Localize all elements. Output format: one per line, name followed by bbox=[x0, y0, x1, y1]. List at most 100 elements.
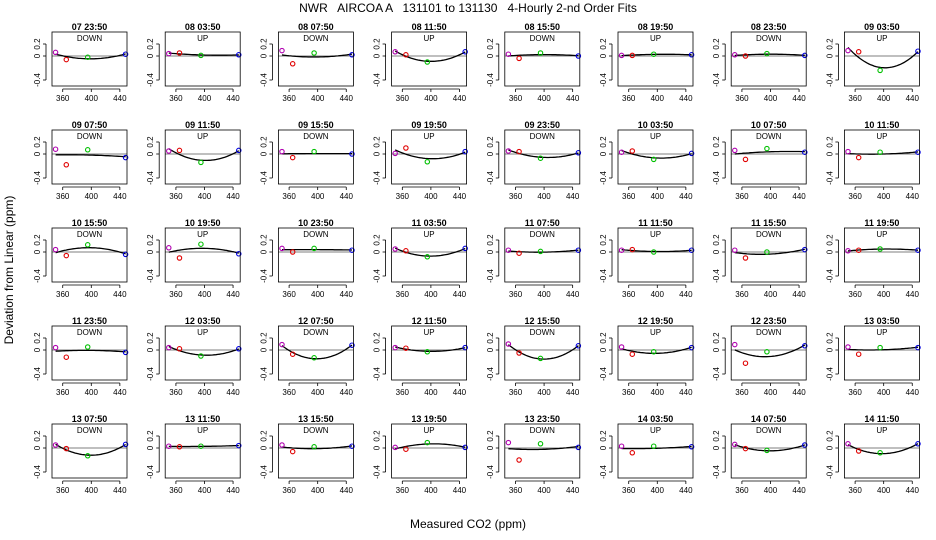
data-point bbox=[845, 148, 851, 155]
fit-curve bbox=[55, 247, 126, 255]
y-tick-label: 0.2 bbox=[259, 332, 268, 344]
panel-3: 08 11:50 UP -0.4 0 0.2 360 400 440 bbox=[373, 22, 468, 103]
x-tick-label: 440 bbox=[906, 388, 920, 397]
y-tick-label: -0.4 bbox=[486, 269, 495, 283]
panel-time-label: 09 07:50 bbox=[72, 120, 108, 130]
x-tick-label: 440 bbox=[453, 94, 467, 103]
y-tick-label: -0.4 bbox=[259, 465, 268, 479]
panel-direction-label: UP bbox=[424, 328, 435, 337]
x-tick-label: 440 bbox=[226, 94, 240, 103]
x-tick-label: 440 bbox=[906, 192, 920, 201]
data-point bbox=[392, 150, 398, 157]
y-tick-label: 0 bbox=[486, 53, 495, 58]
y-tick-label: 0.2 bbox=[146, 136, 155, 148]
data-point bbox=[176, 147, 183, 154]
data-point bbox=[84, 54, 91, 60]
data-point bbox=[732, 441, 738, 448]
data-point bbox=[84, 453, 91, 459]
data-point bbox=[618, 443, 625, 449]
data-point bbox=[311, 355, 317, 361]
data-point bbox=[403, 52, 409, 58]
x-tick-label: 400 bbox=[537, 388, 551, 397]
x-tick-label: 400 bbox=[424, 192, 438, 201]
panel-frame bbox=[617, 423, 694, 479]
y-tick-label: -0.4 bbox=[373, 171, 382, 185]
data-point bbox=[198, 241, 204, 247]
x-tick-label: 440 bbox=[453, 388, 467, 397]
y-tick-label: 0 bbox=[33, 249, 42, 254]
y-tick-label: 0 bbox=[33, 445, 42, 450]
x-tick-label: 400 bbox=[877, 192, 891, 201]
x-tick-label: 400 bbox=[311, 94, 325, 103]
data-point bbox=[855, 247, 862, 253]
y-tick-label: -0.4 bbox=[712, 465, 721, 479]
fit-curve bbox=[55, 53, 126, 60]
y-tick-label: 0 bbox=[486, 249, 495, 254]
x-tick-label: 400 bbox=[85, 388, 99, 397]
data-point bbox=[650, 349, 657, 355]
panel-time-label: 13 03:50 bbox=[864, 316, 900, 326]
panel-time-label: 13 23:50 bbox=[525, 414, 561, 424]
y-tick-label: 0.2 bbox=[825, 332, 834, 344]
y-tick-label: -0.4 bbox=[599, 465, 608, 479]
x-tick-label: 400 bbox=[311, 290, 325, 299]
x-tick-label: 440 bbox=[679, 388, 693, 397]
y-tick-label: 0 bbox=[33, 53, 42, 58]
data-point bbox=[742, 156, 749, 163]
data-point bbox=[845, 344, 851, 350]
panel-frame bbox=[844, 31, 920, 87]
panel-time-label: 08 19:50 bbox=[638, 22, 674, 32]
panel-time-label: 09 23:50 bbox=[525, 120, 561, 130]
x-tick-label: 440 bbox=[566, 486, 580, 495]
y-tick-label: 0 bbox=[33, 347, 42, 352]
y-tick-label: 0 bbox=[33, 151, 42, 156]
panel-38: 14 07:50 DOWN -0.4 0 0.2 360 400 440 bbox=[712, 414, 808, 495]
data-point bbox=[742, 445, 749, 452]
panel-direction-label: DOWN bbox=[77, 132, 103, 141]
panel-frame bbox=[391, 227, 468, 283]
panel-1: 08 03:50 UP -0.4 0 0.2 360 400 440 bbox=[146, 22, 242, 103]
data-point bbox=[349, 247, 355, 253]
panel-frame bbox=[504, 227, 581, 283]
data-point bbox=[629, 351, 636, 357]
data-point bbox=[166, 443, 172, 449]
panel-frame bbox=[730, 129, 807, 185]
fit-curve bbox=[734, 248, 805, 255]
y-tick-label: 0 bbox=[712, 445, 721, 450]
x-tick-label: 360 bbox=[622, 290, 636, 299]
fit-curve bbox=[168, 444, 239, 448]
y-tick-label: -0.4 bbox=[712, 367, 721, 381]
data-point bbox=[629, 52, 636, 59]
data-point bbox=[650, 249, 657, 255]
data-point bbox=[845, 248, 851, 254]
panel-time-label: 13 19:50 bbox=[411, 414, 447, 424]
data-point bbox=[732, 341, 738, 348]
data-point bbox=[198, 443, 204, 449]
y-tick-label: 0.2 bbox=[33, 430, 42, 442]
x-tick-label: 400 bbox=[198, 192, 212, 201]
x-tick-label: 400 bbox=[85, 290, 99, 299]
y-tick-label: 0 bbox=[825, 347, 834, 352]
panel-direction-label: UP bbox=[197, 230, 208, 239]
y-tick-label: 0 bbox=[373, 445, 382, 450]
x-tick-label: 440 bbox=[679, 192, 693, 201]
panel-20: 11 07:50 DOWN -0.4 0 0.2 360 400 440 bbox=[486, 218, 582, 299]
data-point bbox=[855, 448, 862, 454]
x-tick-label: 440 bbox=[226, 388, 240, 397]
y-tick-label: 0.2 bbox=[712, 430, 721, 442]
data-point bbox=[198, 159, 204, 166]
panel-direction-label: DOWN bbox=[303, 34, 329, 43]
data-point bbox=[877, 450, 883, 456]
data-point bbox=[236, 346, 242, 352]
y-tick-label: 0.2 bbox=[599, 234, 608, 246]
data-point bbox=[122, 251, 129, 258]
y-tick-label: 0 bbox=[146, 151, 155, 156]
panel-frame bbox=[51, 129, 128, 185]
data-point bbox=[537, 355, 544, 362]
fit-curve bbox=[168, 247, 239, 254]
data-point bbox=[349, 342, 355, 348]
panel-time-label: 12 11:50 bbox=[412, 316, 447, 326]
panel-frame bbox=[617, 227, 694, 283]
y-tick-label: 0 bbox=[146, 249, 155, 254]
data-point bbox=[877, 246, 883, 252]
